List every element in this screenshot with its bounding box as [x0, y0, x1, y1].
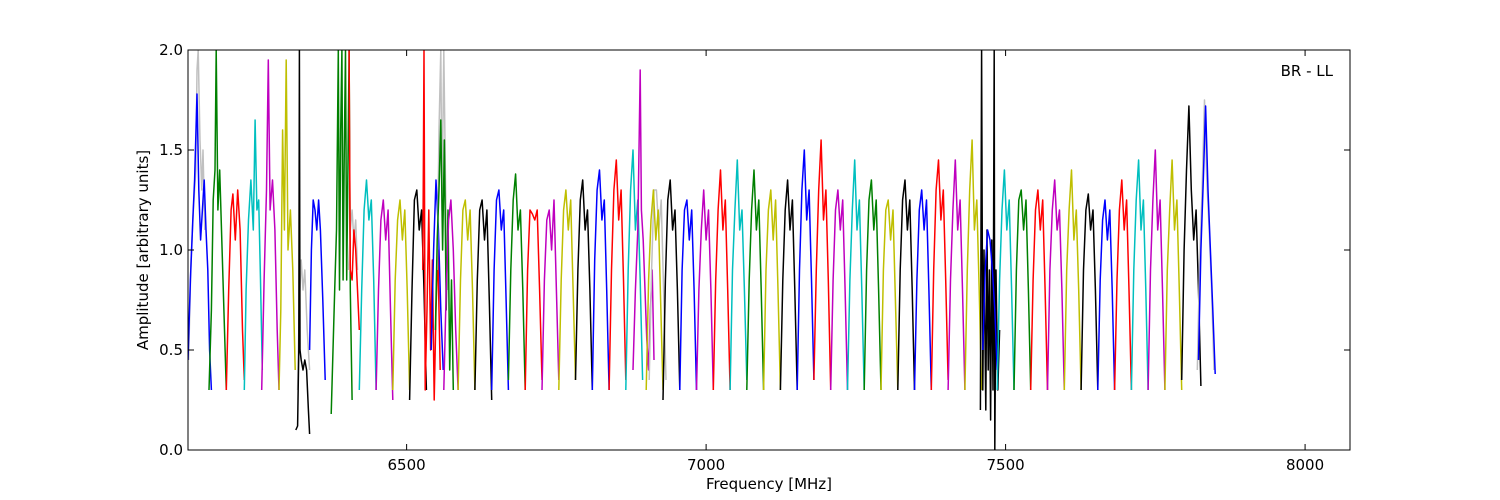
series-line-35: [645, 189, 664, 391]
series-line-46: [829, 189, 849, 391]
series-line-15: [392, 199, 411, 391]
series-line-55: [979, 50, 1001, 450]
series-line-60: [1046, 179, 1066, 391]
series-line-49: [880, 199, 899, 391]
series-line-40: [729, 159, 748, 391]
series-line-21: [443, 199, 459, 391]
series-line-14: [375, 199, 394, 401]
series-line-24: [490, 189, 510, 391]
panel-annotation: BR - LL: [1281, 62, 1334, 80]
series-line-48: [863, 179, 882, 391]
series-line-32: [625, 149, 644, 391]
series-line-61: [1063, 169, 1082, 391]
series-line-52: [930, 159, 949, 391]
y-tick-label: 0.0: [159, 441, 183, 459]
series-line-37: [679, 199, 698, 391]
series-line-39: [712, 169, 731, 391]
series-line-70: [1197, 105, 1216, 375]
x-axis-label: Frequency [MHz]: [706, 475, 832, 493]
series-line-51: [913, 189, 933, 391]
series-line-68: [1180, 105, 1202, 387]
series-line-42: [762, 189, 782, 391]
series-line-67: [1164, 159, 1183, 391]
series-line-27: [541, 199, 560, 391]
series-line-54: [964, 139, 983, 391]
series-line-20: [434, 119, 455, 391]
series-line-57: [996, 169, 1015, 391]
series-line-16: [408, 189, 428, 401]
x-tick-label: 8000: [1286, 456, 1324, 474]
series-line-58: [1013, 189, 1032, 391]
series-line-62: [1080, 193, 1099, 391]
y-axis-label: Amplitude [arbitrary units]: [134, 150, 152, 350]
series-line-41: [746, 169, 765, 391]
series-line-29: [574, 179, 594, 391]
series-line-65: [1130, 159, 1149, 391]
y-tick-label: 0.5: [159, 341, 183, 359]
y-tick-label: 1.0: [159, 241, 183, 259]
series-line-50: [897, 179, 916, 391]
series-line-59: [1029, 189, 1049, 391]
series-line-10: [330, 50, 353, 415]
series-layer: [188, 50, 1216, 450]
series-line-9: [308, 199, 326, 381]
series-line-23: [474, 199, 493, 401]
y-tick-label: 1.5: [159, 141, 183, 159]
series-line-6: [278, 59, 296, 391]
series-line-56: [982, 229, 998, 371]
series-line-31: [608, 159, 627, 391]
series-line-36: [662, 179, 681, 401]
series-line-44: [796, 149, 815, 391]
tick-layer: 6500 7000 7500 8000 0.0 0.5 1.0 1.5 2.0: [159, 41, 1350, 474]
series-line-4: [243, 119, 264, 391]
series-line-25: [507, 173, 526, 391]
series-line-43: [779, 179, 798, 391]
series-line-5: [260, 59, 280, 391]
series-line-18: [430, 179, 444, 371]
series-line-2: [208, 50, 228, 391]
series-line-8: [295, 50, 311, 435]
series-line-53: [947, 159, 966, 391]
series-line-45: [813, 139, 832, 391]
series-line-1: [188, 93, 213, 391]
series-line-22: [457, 199, 476, 391]
series-line-64: [1113, 179, 1133, 391]
series-line-63: [1097, 199, 1116, 391]
series-line-12: [348, 50, 361, 331]
x-tick-label: 7500: [986, 456, 1024, 474]
series-line-3: [225, 189, 246, 391]
series-line-26: [524, 209, 543, 391]
series-line-28: [558, 189, 577, 391]
x-tick-label: 6500: [388, 456, 426, 474]
series-line-38: [695, 189, 715, 391]
series-line-13: [358, 179, 377, 391]
x-tick-label: 7000: [687, 456, 725, 474]
y-tick-label: 2.0: [159, 41, 183, 59]
series-line-30: [591, 169, 610, 391]
series-line-66: [1147, 149, 1166, 391]
series-line-47: [846, 159, 865, 391]
